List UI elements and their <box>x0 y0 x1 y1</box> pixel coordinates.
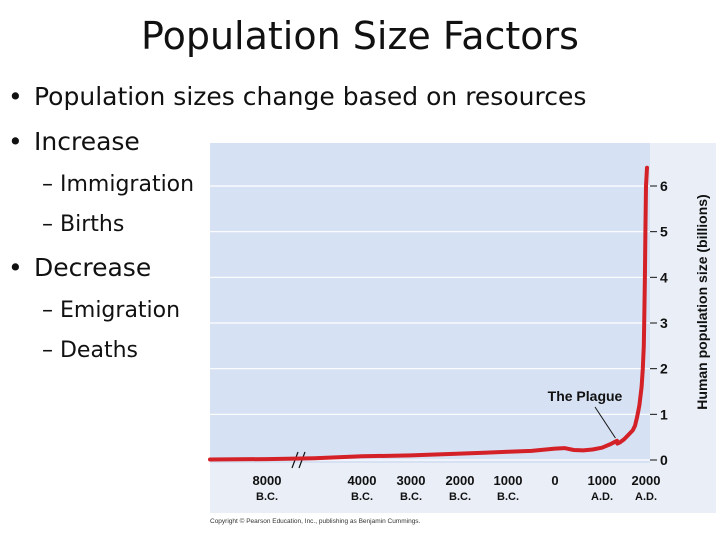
x-tick-label: 8000 <box>253 473 282 488</box>
plot-area <box>210 143 650 463</box>
y-tick-label: 1 <box>660 406 668 422</box>
x-tick-label: 0 <box>551 473 558 488</box>
x-tick-era: A.D. <box>591 491 613 503</box>
sub-births: – Births <box>42 212 125 237</box>
x-tick-era: B.C. <box>256 491 278 503</box>
x-tick-label: 3000 <box>397 473 426 488</box>
sub-immigration: – Immigration <box>42 172 195 197</box>
bullet-dot: • <box>8 82 23 111</box>
bullet-text: Increase <box>34 127 140 156</box>
annotation-arrow <box>594 406 616 439</box>
bullet-dot: • <box>8 253 23 282</box>
bullet-decrease: • Decrease <box>8 253 151 282</box>
x-axis: 8000 B.C. 4000 B.C. 3000 B.C. 2000 B.C. 1000 B.C.… <box>253 473 661 503</box>
x-tick-era: A.D. <box>635 491 657 503</box>
y-tick-label: 4 <box>660 269 668 285</box>
sub-emigration: – Emigration <box>42 298 181 323</box>
annotation-plague: The Plague <box>548 388 623 404</box>
x-tick-label: 2000 <box>632 473 661 488</box>
y-axis-label: Human population size (billions) <box>694 194 710 409</box>
slide-title: Population Size Factors <box>141 14 579 58</box>
x-tick-era: B.C. <box>449 491 471 503</box>
sub-deaths: – Deaths <box>42 338 138 363</box>
bullet-text: Decrease <box>34 253 152 282</box>
x-tick-label: 1000 <box>588 473 617 488</box>
x-tick-label: 4000 <box>348 473 377 488</box>
bullet-text: Population sizes change based on resourc… <box>34 82 587 111</box>
x-tick-era: B.C. <box>400 491 422 503</box>
x-tick-era: B.C. <box>497 491 519 503</box>
bullet-increase: • Increase <box>8 127 140 156</box>
y-tick-label: 6 <box>660 178 668 194</box>
x-tick-era: B.C. <box>351 491 373 503</box>
copyright-text: Copyright © Pearson Education, Inc., pub… <box>210 517 421 525</box>
y-tick-label: 0 <box>660 452 668 468</box>
bullet-dot: • <box>8 127 23 156</box>
y-tick-label: 3 <box>660 315 668 331</box>
population-line <box>208 165 649 462</box>
x-tick-label: 1000 <box>494 473 523 488</box>
y-tick-label: 5 <box>660 224 668 240</box>
bullet-resources: • Population sizes change based on resour… <box>8 82 586 111</box>
x-tick-label: 2000 <box>446 473 475 488</box>
y-axis: 0 1 2 3 4 5 6 <box>650 178 668 468</box>
y-tick-label: 2 <box>660 361 668 377</box>
